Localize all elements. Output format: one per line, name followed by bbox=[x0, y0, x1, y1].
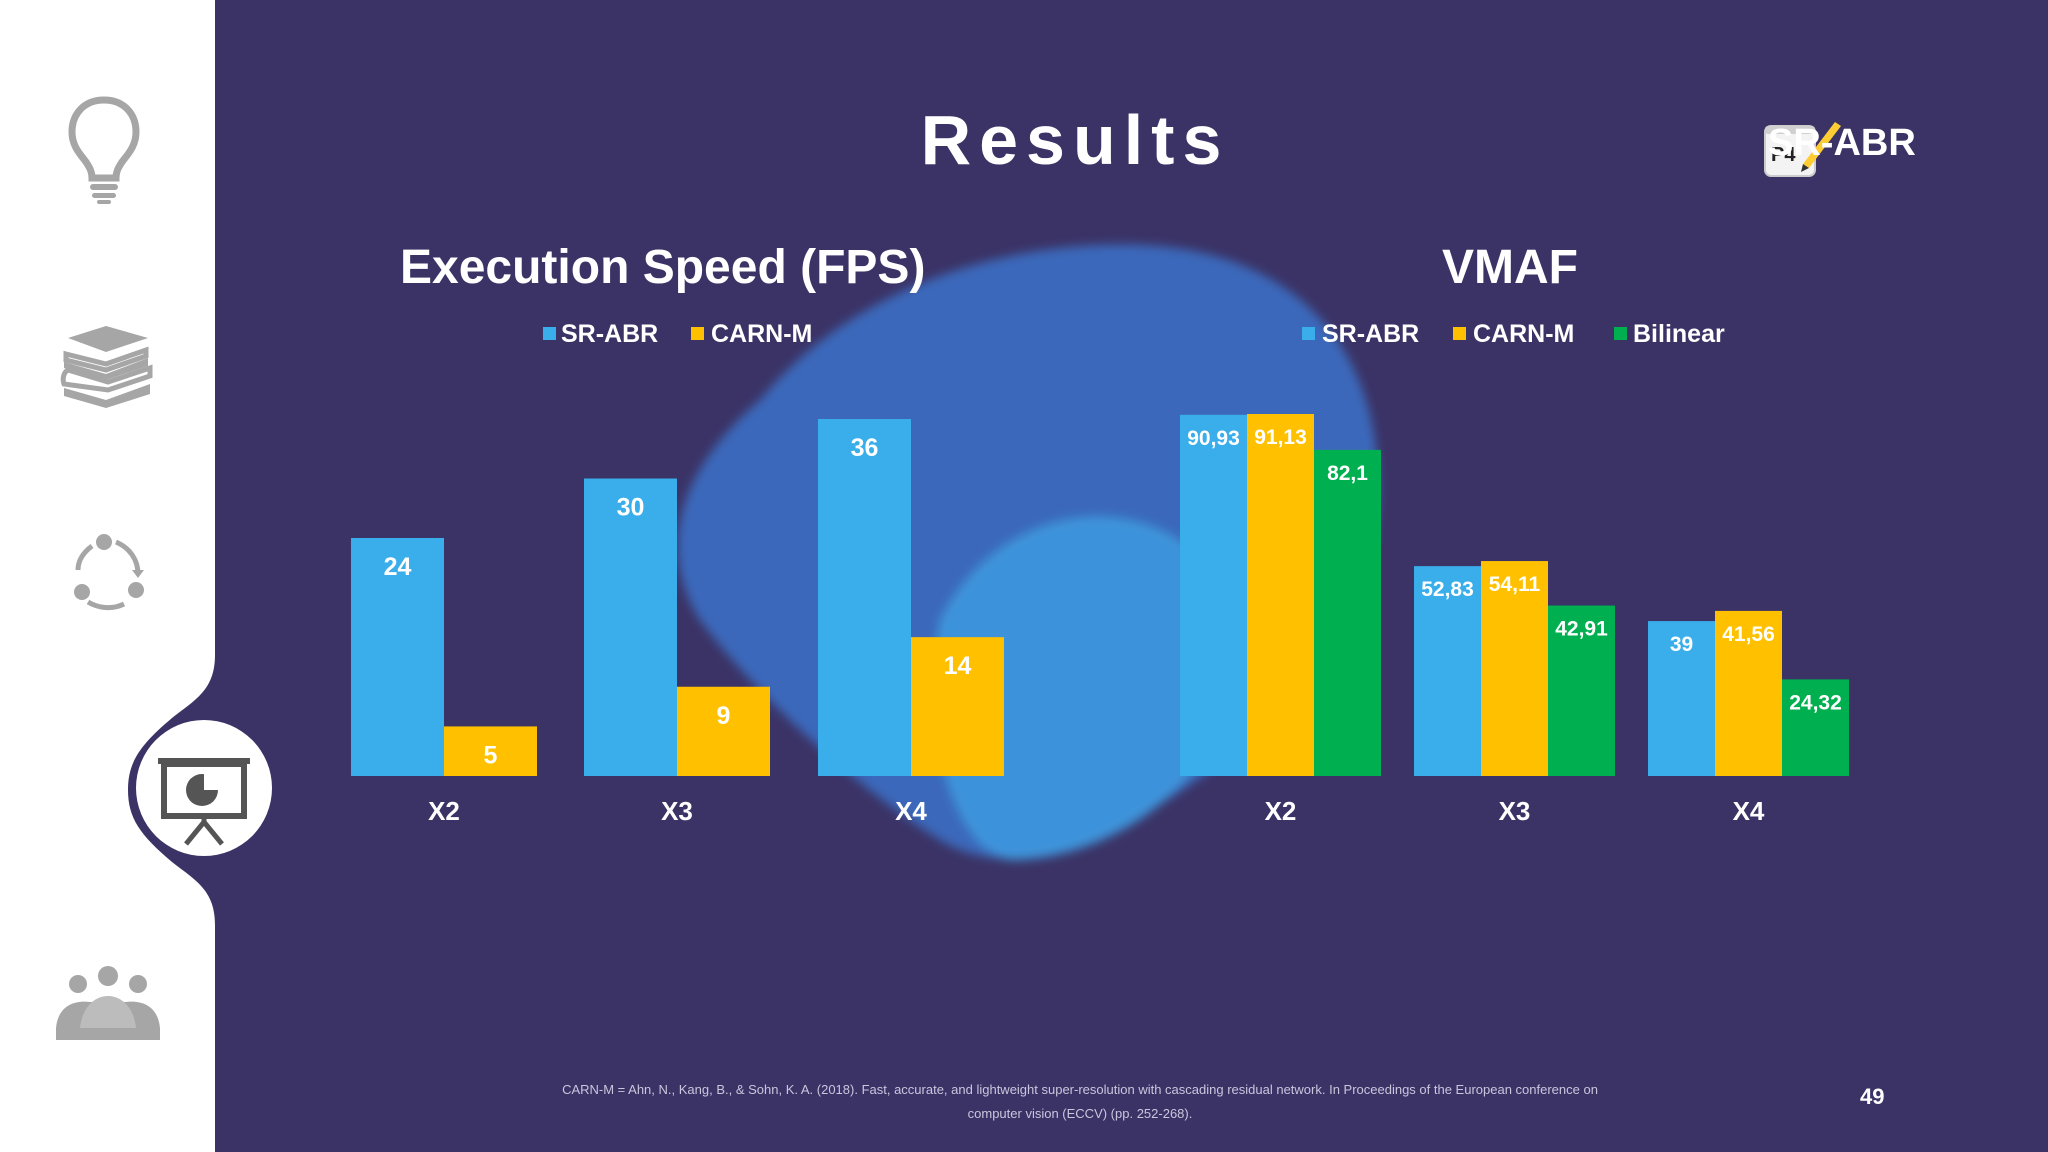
bar-bilinear-x4 bbox=[1782, 679, 1849, 776]
page-number: 49 bbox=[1860, 1084, 1885, 1109]
data-label-carn-m-x3: 9 bbox=[717, 702, 731, 730]
bar-carn-m-x4 bbox=[1715, 610, 1782, 776]
data-label-sr-abr-x4: 39 bbox=[1670, 633, 1693, 656]
group-icon bbox=[56, 966, 160, 1040]
legend-swatch-carn-m bbox=[1453, 327, 1466, 340]
sidebar-item-background[interactable] bbox=[58, 318, 154, 408]
x-tick-x3: X3 bbox=[661, 796, 693, 826]
bar-sr-abr-x2 bbox=[1180, 414, 1247, 776]
books-icon bbox=[60, 326, 153, 408]
bar-carn-m-x4 bbox=[911, 637, 1004, 776]
fps-chart-title: Execution Speed (FPS) bbox=[400, 241, 925, 294]
sidebar-item-team[interactable] bbox=[56, 966, 160, 1040]
x-tick-x2: X2 bbox=[428, 796, 460, 826]
data-label-sr-abr-x2: 24 bbox=[384, 553, 412, 581]
bar-bilinear-x3 bbox=[1548, 605, 1615, 776]
bar-bilinear-x2 bbox=[1314, 449, 1381, 776]
brand-label: SR-ABR bbox=[1768, 122, 1916, 164]
vmaf-chart: VMAF SR-ABR CARN-M Bilinear 90,93 91,13 82… bbox=[1180, 241, 1849, 826]
data-label-carn-m-x4: 14 bbox=[944, 652, 972, 680]
bar-sr-abr-x4 bbox=[1648, 621, 1715, 776]
legend-label-sr-abr: SR-ABR bbox=[561, 320, 658, 348]
presentation-chart-icon bbox=[136, 720, 272, 856]
sidebar-panel bbox=[0, 0, 215, 1152]
bar-carn-m-x2 bbox=[444, 726, 537, 776]
legend-swatch-bilinear bbox=[1614, 327, 1627, 340]
vmaf-chart-title: VMAF bbox=[1442, 241, 1578, 294]
x-tick-x4: X4 bbox=[895, 796, 927, 826]
legend-label-carn-m: CARN-M bbox=[1473, 320, 1574, 348]
legend-swatch-carn-m bbox=[691, 327, 704, 340]
x-tick-x3: X3 bbox=[1499, 796, 1531, 826]
sidebar-item-results[interactable] bbox=[134, 718, 274, 858]
lightbulb-icon bbox=[68, 96, 140, 204]
sidebar-item-method[interactable] bbox=[72, 530, 148, 612]
legend-swatch-sr-abr bbox=[543, 327, 556, 340]
data-label-bilinear-x4: 24,32 bbox=[1789, 691, 1842, 714]
legend-swatch-sr-abr bbox=[1302, 327, 1315, 340]
data-label-bilinear-x3: 42,91 bbox=[1555, 618, 1608, 641]
data-label-sr-abr-x3: 30 bbox=[617, 494, 645, 522]
bar-sr-abr-x2 bbox=[351, 538, 444, 776]
cycle-icon bbox=[74, 534, 144, 611]
bar-carn-m-x2 bbox=[1247, 414, 1314, 776]
data-label-sr-abr-x3: 52,83 bbox=[1421, 578, 1474, 601]
data-label-carn-m-x4: 41,56 bbox=[1722, 623, 1775, 646]
legend-label-carn-m: CARN-M bbox=[711, 320, 812, 348]
data-label-carn-m-x3: 54,11 bbox=[1489, 573, 1541, 596]
data-label-sr-abr-x2: 90,93 bbox=[1187, 427, 1240, 450]
brand-badge: P4 bbox=[1771, 144, 1796, 166]
x-tick-x4: X4 bbox=[1733, 796, 1765, 826]
x-tick-x2: X2 bbox=[1265, 796, 1297, 826]
bar-sr-abr-x4 bbox=[818, 419, 911, 776]
fps-chart: Execution Speed (FPS) SR-ABR CARN-M 245X… bbox=[351, 241, 1004, 826]
bar-sr-abr-x3 bbox=[584, 478, 677, 776]
sidebar-item-ideas[interactable] bbox=[64, 94, 144, 204]
legend-label-bilinear: Bilinear bbox=[1633, 320, 1725, 348]
brand-logo: P4 bbox=[1764, 122, 1841, 177]
bar-sr-abr-x3 bbox=[1414, 566, 1481, 776]
data-label-carn-m-x2: 91,13 bbox=[1254, 426, 1307, 449]
footnote-citation: CARN-M = Ahn, N., Kang, B., & Sohn, K. A… bbox=[562, 1082, 1598, 1121]
bar-carn-m-x3 bbox=[1481, 561, 1548, 776]
data-label-carn-m-x2: 5 bbox=[484, 741, 498, 769]
data-label-sr-abr-x4: 36 bbox=[851, 434, 879, 462]
legend-label-sr-abr: SR-ABR bbox=[1322, 320, 1419, 348]
data-label-bilinear-x2: 82,1 bbox=[1327, 462, 1368, 485]
page-title: Results bbox=[920, 101, 1230, 179]
bar-carn-m-x3 bbox=[677, 686, 770, 776]
